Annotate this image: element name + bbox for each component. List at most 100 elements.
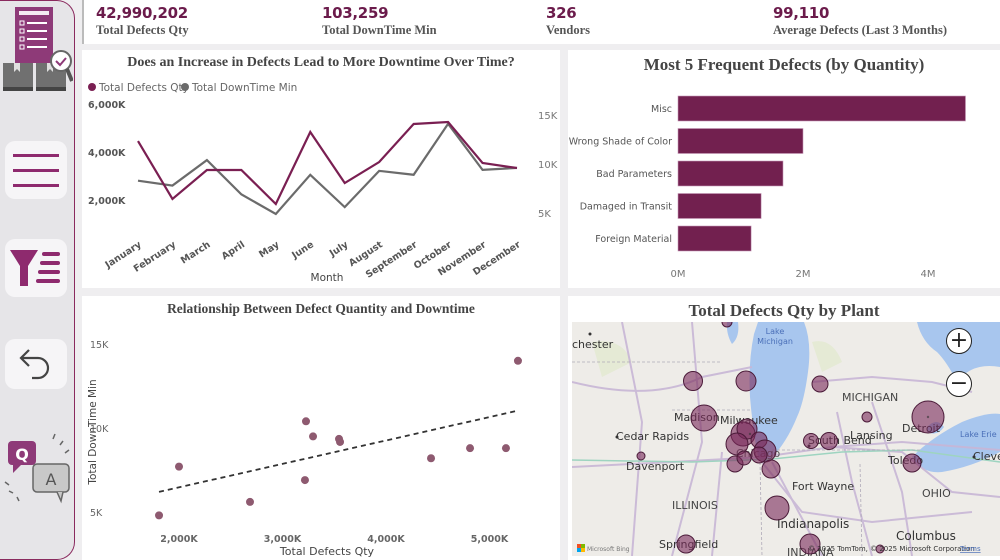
plus-icon: + (949, 328, 969, 353)
x-tick-label: 2,000K (160, 534, 198, 545)
qa-a-letter: A (46, 470, 57, 489)
plant-bubble[interactable] (721, 322, 733, 328)
kpi-value: 103,259 (322, 4, 389, 22)
map-title: Total Defects Qty by Plant (688, 301, 880, 320)
map-label-state: MICHIGAN (842, 391, 898, 404)
y-tick-label: 5K (90, 508, 103, 519)
series-line-defects[interactable] (137, 120, 518, 206)
plant-bubble[interactable] (761, 459, 781, 479)
x-axis-title: Month (311, 272, 344, 284)
plant-bubble[interactable] (676, 534, 696, 554)
map-label-city: Lansing (850, 429, 893, 442)
plant-bubble[interactable] (764, 495, 790, 521)
scatter-point[interactable] (466, 444, 475, 453)
plant-bubble[interactable] (683, 371, 703, 391)
plant-bubble[interactable] (736, 450, 752, 466)
map-label-city: Davenport (626, 460, 685, 473)
trend-line (158, 410, 516, 493)
bar[interactable] (677, 193, 762, 219)
bar[interactable] (677, 128, 804, 154)
plant-bubble[interactable] (803, 433, 819, 449)
kpi-bar: 42,990,202 Total Defects Qty 103,259 Tot… (82, 0, 1000, 44)
legend-label-defects: Total Defects Qty (98, 82, 189, 94)
plant-bubble[interactable] (799, 533, 821, 555)
kpi-average-defects: 99,110 Average Defects (Last 3 Months) (773, 4, 947, 38)
legend-label-downtime: Total DownTime Min (191, 82, 297, 94)
map-canvas[interactable]: chester Madison Milwaukee Lansing Detroi… (572, 322, 1000, 556)
x-axis-title: Total Defects Qty (279, 545, 375, 558)
scatter-point[interactable] (427, 454, 436, 463)
kpi-total-defects: 42,990,202 Total Defects Qty (96, 4, 189, 38)
map-label-city: Fort Wayne (792, 480, 854, 493)
plant-bubble[interactable] (875, 544, 885, 554)
scatter-point[interactable] (155, 511, 164, 520)
x-tick-label: 4M (921, 269, 936, 280)
qa-button[interactable]: Q A (3, 431, 73, 506)
menu-button[interactable] (5, 141, 67, 199)
bar[interactable] (677, 95, 966, 122)
y-left-tick-label: 4,000K (88, 148, 126, 159)
y-axis-title: Total DownTime Min (87, 379, 99, 485)
scatter-point[interactable] (309, 432, 318, 441)
scatter-point[interactable] (246, 497, 255, 506)
map-label-city: Columbus (896, 529, 956, 543)
x-tick-label: 5,000K (471, 534, 509, 545)
kpi-label: Average Defects (Last 3 Months) (773, 23, 948, 37)
map-label-city: Cedar Rapids (616, 430, 689, 443)
bar-category-label: Bad Parameters (596, 169, 672, 180)
filter-button[interactable] (5, 239, 67, 297)
map-label-state: OHIO (922, 487, 951, 500)
bar-chart[interactable]: Misc Wrong Shade of Color Bad Parameters Da… (568, 50, 1000, 288)
bar-category-label: Misc (651, 104, 672, 115)
line-chart[interactable]: Total Defects Qty Total DownTime Min 2,000… (82, 50, 560, 288)
map-zoom-in-button[interactable]: + (946, 328, 972, 354)
scatter-point[interactable] (301, 417, 310, 426)
city-dot (748, 432, 752, 436)
map-label-city: Indianapolis (777, 517, 849, 531)
undo-back-icon (19, 349, 50, 380)
y-left-tick-label: 2,000K (88, 196, 126, 207)
plant-bubble[interactable] (690, 404, 718, 432)
bar-category-label: Foreign Material (595, 234, 672, 245)
scatter-point[interactable] (501, 444, 510, 453)
lake-erie-shape (912, 413, 1000, 473)
map-base[interactable]: chester Madison Milwaukee Lansing Detroi… (572, 322, 1000, 556)
scatter-point[interactable] (513, 356, 522, 365)
y-right-tick-label: 5K (538, 209, 551, 220)
map-label-lake: Lake Erie (960, 430, 997, 439)
city-dot (926, 415, 930, 419)
map-terms-link[interactable]: Terms (959, 545, 981, 553)
plant-bubble[interactable] (811, 375, 829, 393)
qa-q-letter: Q (15, 445, 29, 464)
plant-bubble[interactable] (750, 446, 768, 464)
microsoft-bing-logo: Microsoft Bing (577, 544, 630, 553)
bar-chart-panel[interactable]: Most 5 Frequent Defects (by Quantity) (568, 50, 1000, 288)
line-chart-panel[interactable]: Does an Increase in Defects Lead to More… (82, 50, 560, 288)
plant-bubble[interactable] (735, 370, 757, 392)
scatter-point[interactable] (336, 437, 345, 446)
plant-bubble[interactable] (636, 451, 646, 461)
back-button[interactable] (5, 339, 67, 389)
bar[interactable] (677, 160, 784, 187)
scatter-chart-title: Relationship Between Defect Quantity and… (167, 301, 475, 316)
plant-bubble[interactable] (725, 432, 749, 456)
hamburger-menu-icon (13, 154, 59, 187)
series-line-downtime[interactable] (137, 121, 518, 216)
map-label-city: chester (572, 338, 614, 351)
scatter-point[interactable] (175, 462, 183, 471)
scatter-chart[interactable]: 5K 10K 15K 2,000K 3,000K 4,000K 5,000K Total De… (82, 296, 560, 560)
plant-bubble[interactable] (902, 453, 922, 473)
plant-bubble[interactable] (861, 411, 873, 423)
y-left-tick-label: 6,000K (88, 100, 126, 111)
map-label-state: ILLINOIS (672, 499, 718, 512)
x-tick-label: July (327, 239, 351, 260)
plant-bubble[interactable] (820, 432, 838, 450)
legend-marker-downtime (181, 83, 189, 91)
scatter-point[interactable] (300, 476, 309, 485)
bar[interactable] (677, 225, 752, 252)
map-zoom-out-button[interactable]: − (946, 371, 972, 397)
kpi-total-downtime: 103,259 Total DownTime Min (322, 4, 437, 38)
bar-category-label: Wrong Shade of Color (569, 137, 672, 148)
x-tick-label: 0M (671, 269, 686, 280)
lake-michigan-shape (749, 322, 810, 462)
